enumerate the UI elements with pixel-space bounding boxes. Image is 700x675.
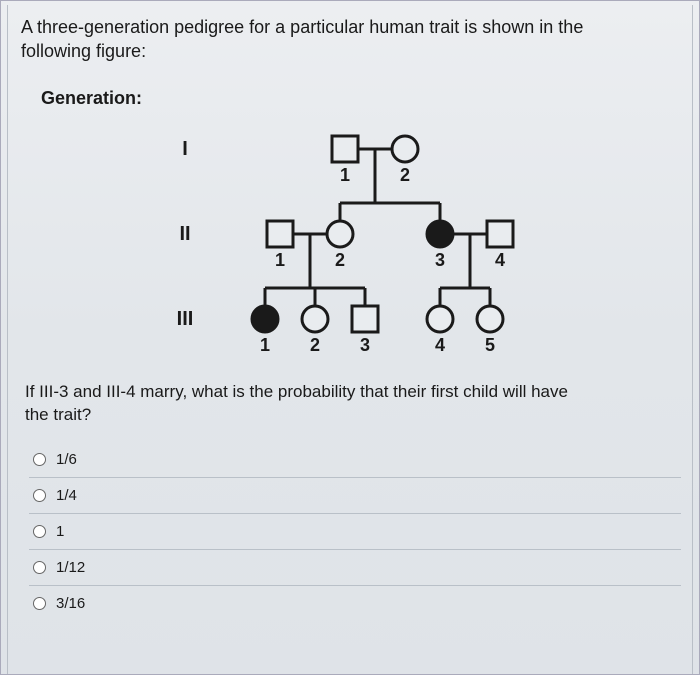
svg-text:1: 1 — [260, 335, 270, 355]
stem-line-1: A three-generation pedigree for a partic… — [21, 17, 583, 37]
radio-icon — [33, 561, 46, 574]
radio-icon — [33, 525, 46, 538]
svg-text:2: 2 — [310, 335, 320, 355]
answer-options: 1/6 1/4 1 1/12 3/16 — [29, 442, 681, 621]
svg-text:2: 2 — [335, 250, 345, 270]
svg-text:3: 3 — [435, 250, 445, 270]
generation-heading: Generation: — [41, 88, 681, 109]
answer-option-1[interactable]: 1/6 — [29, 442, 681, 478]
svg-text:III: III — [177, 308, 194, 330]
radio-icon — [33, 453, 46, 466]
question-card: A three-generation pedigree for a partic… — [0, 0, 700, 675]
sub-question: If III-3 and III-4 marry, what is the pr… — [19, 369, 681, 437]
radio-icon — [33, 597, 46, 610]
svg-text:1: 1 — [275, 250, 285, 270]
svg-text:4: 4 — [435, 335, 445, 355]
question-stem: A three-generation pedigree for a partic… — [19, 15, 681, 74]
subq-line-1: If III-3 and III-4 marry, what is the pr… — [25, 382, 568, 401]
answer-option-3[interactable]: 1 — [29, 514, 681, 550]
pedigree-svg: IIIIII12123412345 — [90, 109, 610, 369]
option-label: 1/4 — [56, 487, 77, 504]
svg-text:3: 3 — [360, 335, 370, 355]
stem-line-2: following figure: — [21, 41, 146, 61]
option-label: 1 — [56, 523, 64, 540]
answer-option-2[interactable]: 1/4 — [29, 478, 681, 514]
svg-text:1: 1 — [340, 165, 350, 185]
svg-text:5: 5 — [485, 335, 495, 355]
answer-option-4[interactable]: 1/12 — [29, 550, 681, 586]
answer-option-5[interactable]: 3/16 — [29, 586, 681, 621]
svg-text:2: 2 — [400, 165, 410, 185]
svg-text:4: 4 — [495, 250, 505, 270]
option-label: 3/16 — [56, 595, 85, 612]
radio-icon — [33, 489, 46, 502]
svg-text:II: II — [179, 223, 190, 245]
svg-text:I: I — [182, 138, 188, 160]
option-label: 1/6 — [56, 451, 77, 468]
pedigree-diagram: IIIIII12123412345 — [19, 109, 681, 369]
subq-line-2: the trait? — [25, 405, 91, 424]
option-label: 1/12 — [56, 559, 85, 576]
